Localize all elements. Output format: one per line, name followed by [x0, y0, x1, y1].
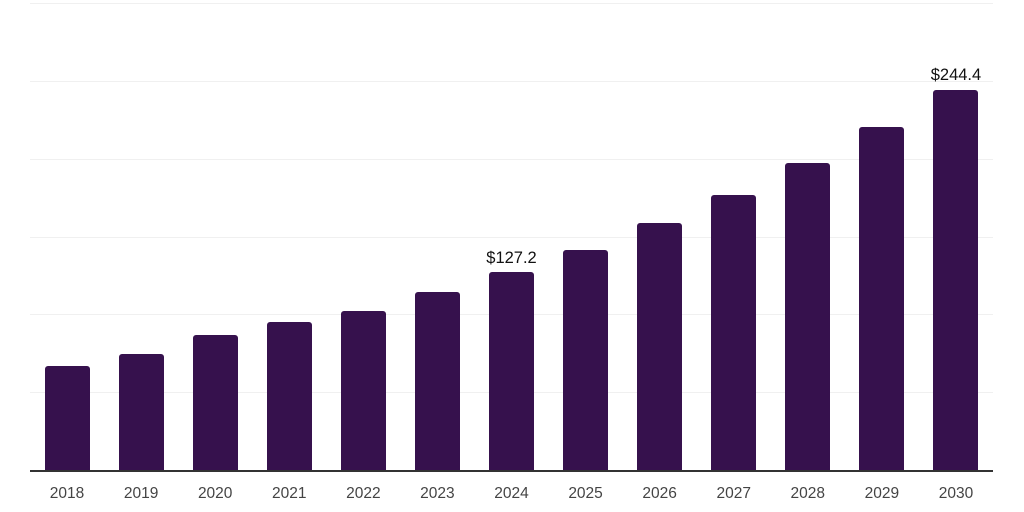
bar-2023: [414, 292, 460, 470]
bar-2026: [637, 223, 683, 470]
x-tick-2028: 2028: [790, 485, 826, 502]
bar-2020: [192, 335, 238, 470]
x-tick-2025: 2025: [568, 485, 603, 502]
gridline-300: [30, 3, 993, 4]
data-label-2030: $244.4: [930, 66, 982, 85]
x-tick-2021: 2021: [272, 485, 307, 502]
bar-2030: [933, 89, 979, 470]
x-tick-2030: 2030: [938, 485, 974, 502]
bar-2021: [266, 321, 312, 470]
bar-2019: [118, 353, 164, 470]
gridline-200: [30, 158, 993, 160]
x-tick-2027: 2027: [716, 485, 751, 502]
x-tick-2024: 2024: [494, 485, 529, 502]
x-tick-2019: 2019: [123, 485, 159, 502]
x-tick-2023: 2023: [420, 485, 455, 502]
x-tick-2020: 2020: [197, 485, 233, 502]
bar-2022: [340, 310, 386, 470]
bar-2018: [44, 365, 90, 470]
bar-2029: [859, 127, 905, 470]
data-label-2024: $127.2: [486, 248, 537, 267]
bar-2027: [711, 195, 757, 470]
bar-2024: [489, 272, 534, 470]
gridline-250: [30, 80, 993, 82]
x-tick-2026: 2026: [642, 485, 677, 502]
x-tick-2029: 2029: [864, 485, 900, 502]
x-tick-2022: 2022: [346, 485, 381, 502]
x-tick-2018: 2018: [49, 485, 85, 502]
bar-2028: [785, 163, 831, 470]
x-axis-line: [30, 470, 993, 472]
bar-2025: [563, 249, 609, 470]
gridline-150: [30, 236, 993, 238]
